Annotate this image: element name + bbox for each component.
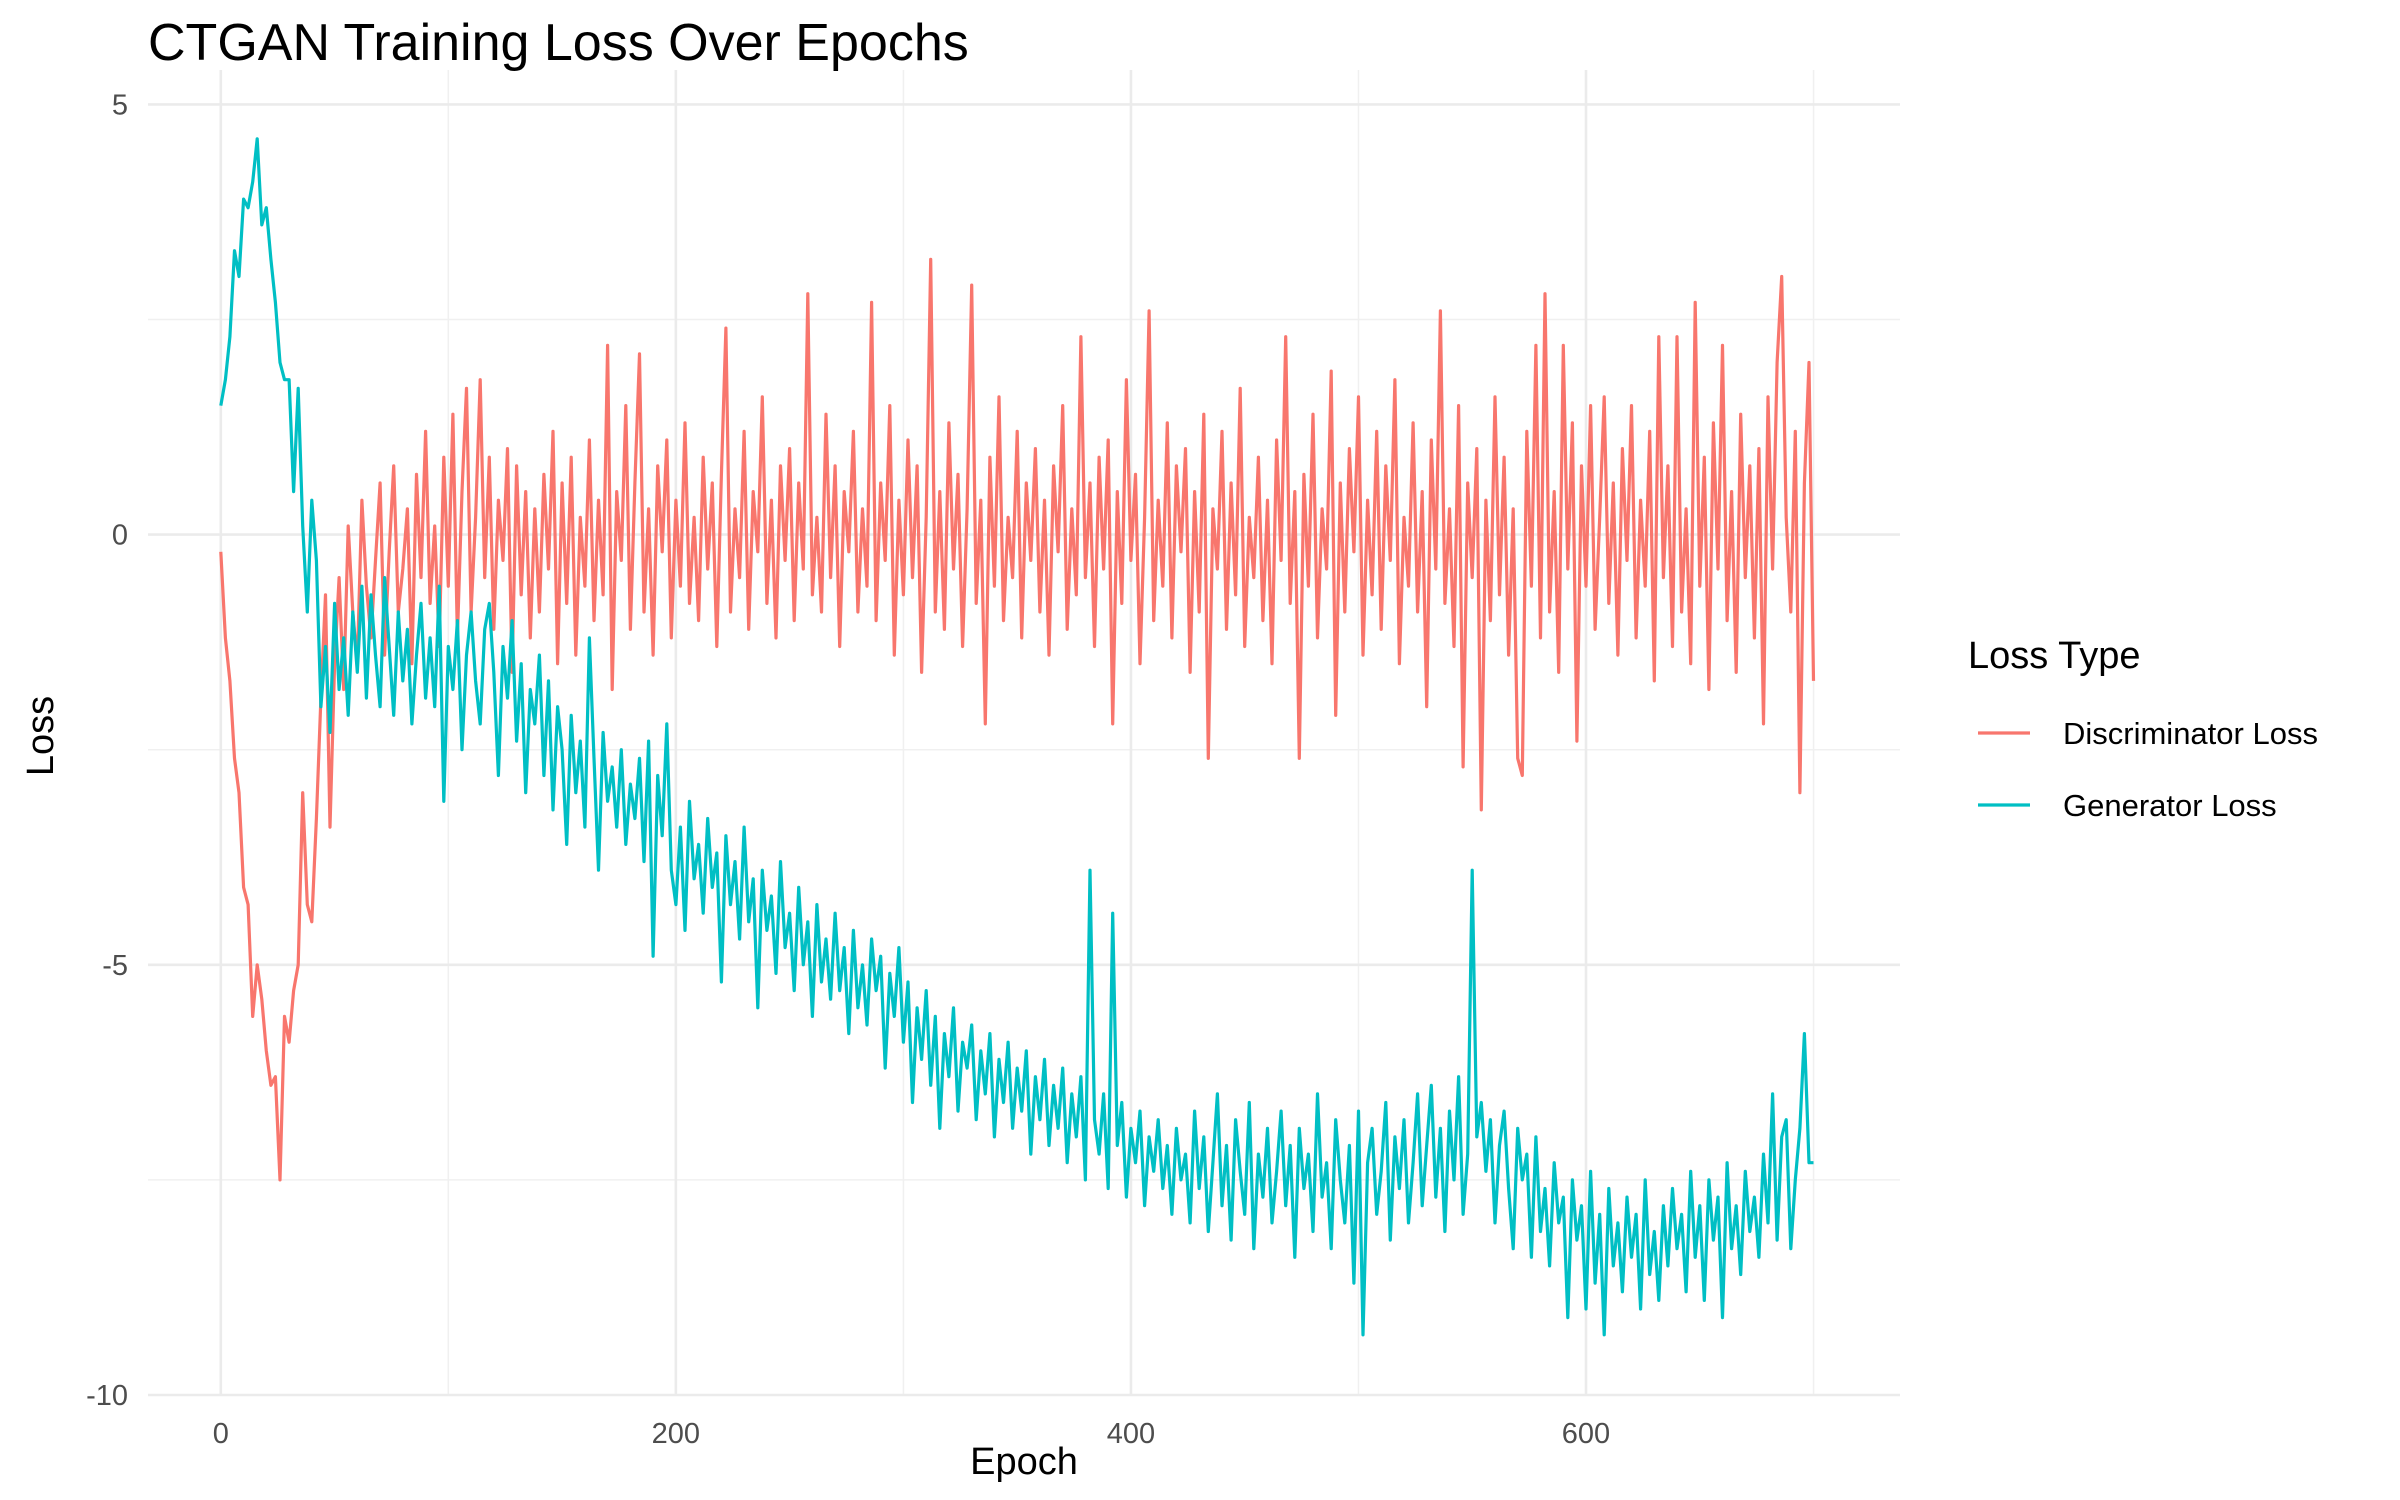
x-axis-title: Epoch: [970, 1441, 1078, 1483]
y-axis-title: Loss: [20, 696, 62, 776]
x-tick-label: 400: [1107, 1418, 1155, 1450]
legend-items: Discriminator Loss Generator Loss: [1978, 716, 2318, 823]
discriminator-loss-line: [219, 257, 1816, 1182]
y-tick-label: -5: [102, 950, 128, 982]
x-tick-label: 200: [652, 1418, 700, 1450]
y-axis-ticks: 5 0 -5 -10: [86, 89, 128, 1412]
series-layer: [219, 137, 1816, 1337]
x-tick-label: 600: [1562, 1418, 1610, 1450]
grid-major: [148, 70, 1900, 1397]
y-tick-label: 0: [112, 520, 128, 552]
generator-loss-line: [219, 137, 1814, 1337]
legend: Loss Type Discriminator Loss Generator Lo…: [1968, 635, 2318, 823]
legend-title: Loss Type: [1968, 635, 2141, 677]
legend-label-generator: Generator Loss: [2063, 788, 2277, 823]
chart-title: CTGAN Training Loss Over Epochs: [148, 14, 969, 72]
x-tick-label: 0: [213, 1418, 229, 1450]
grid-minor: [148, 70, 1900, 1395]
y-tick-label: -10: [86, 1380, 128, 1412]
y-tick-label: 5: [112, 89, 128, 121]
legend-label-discriminator: Discriminator Loss: [2063, 716, 2318, 751]
x-axis-ticks: 0 200 400 600: [213, 1418, 1610, 1450]
